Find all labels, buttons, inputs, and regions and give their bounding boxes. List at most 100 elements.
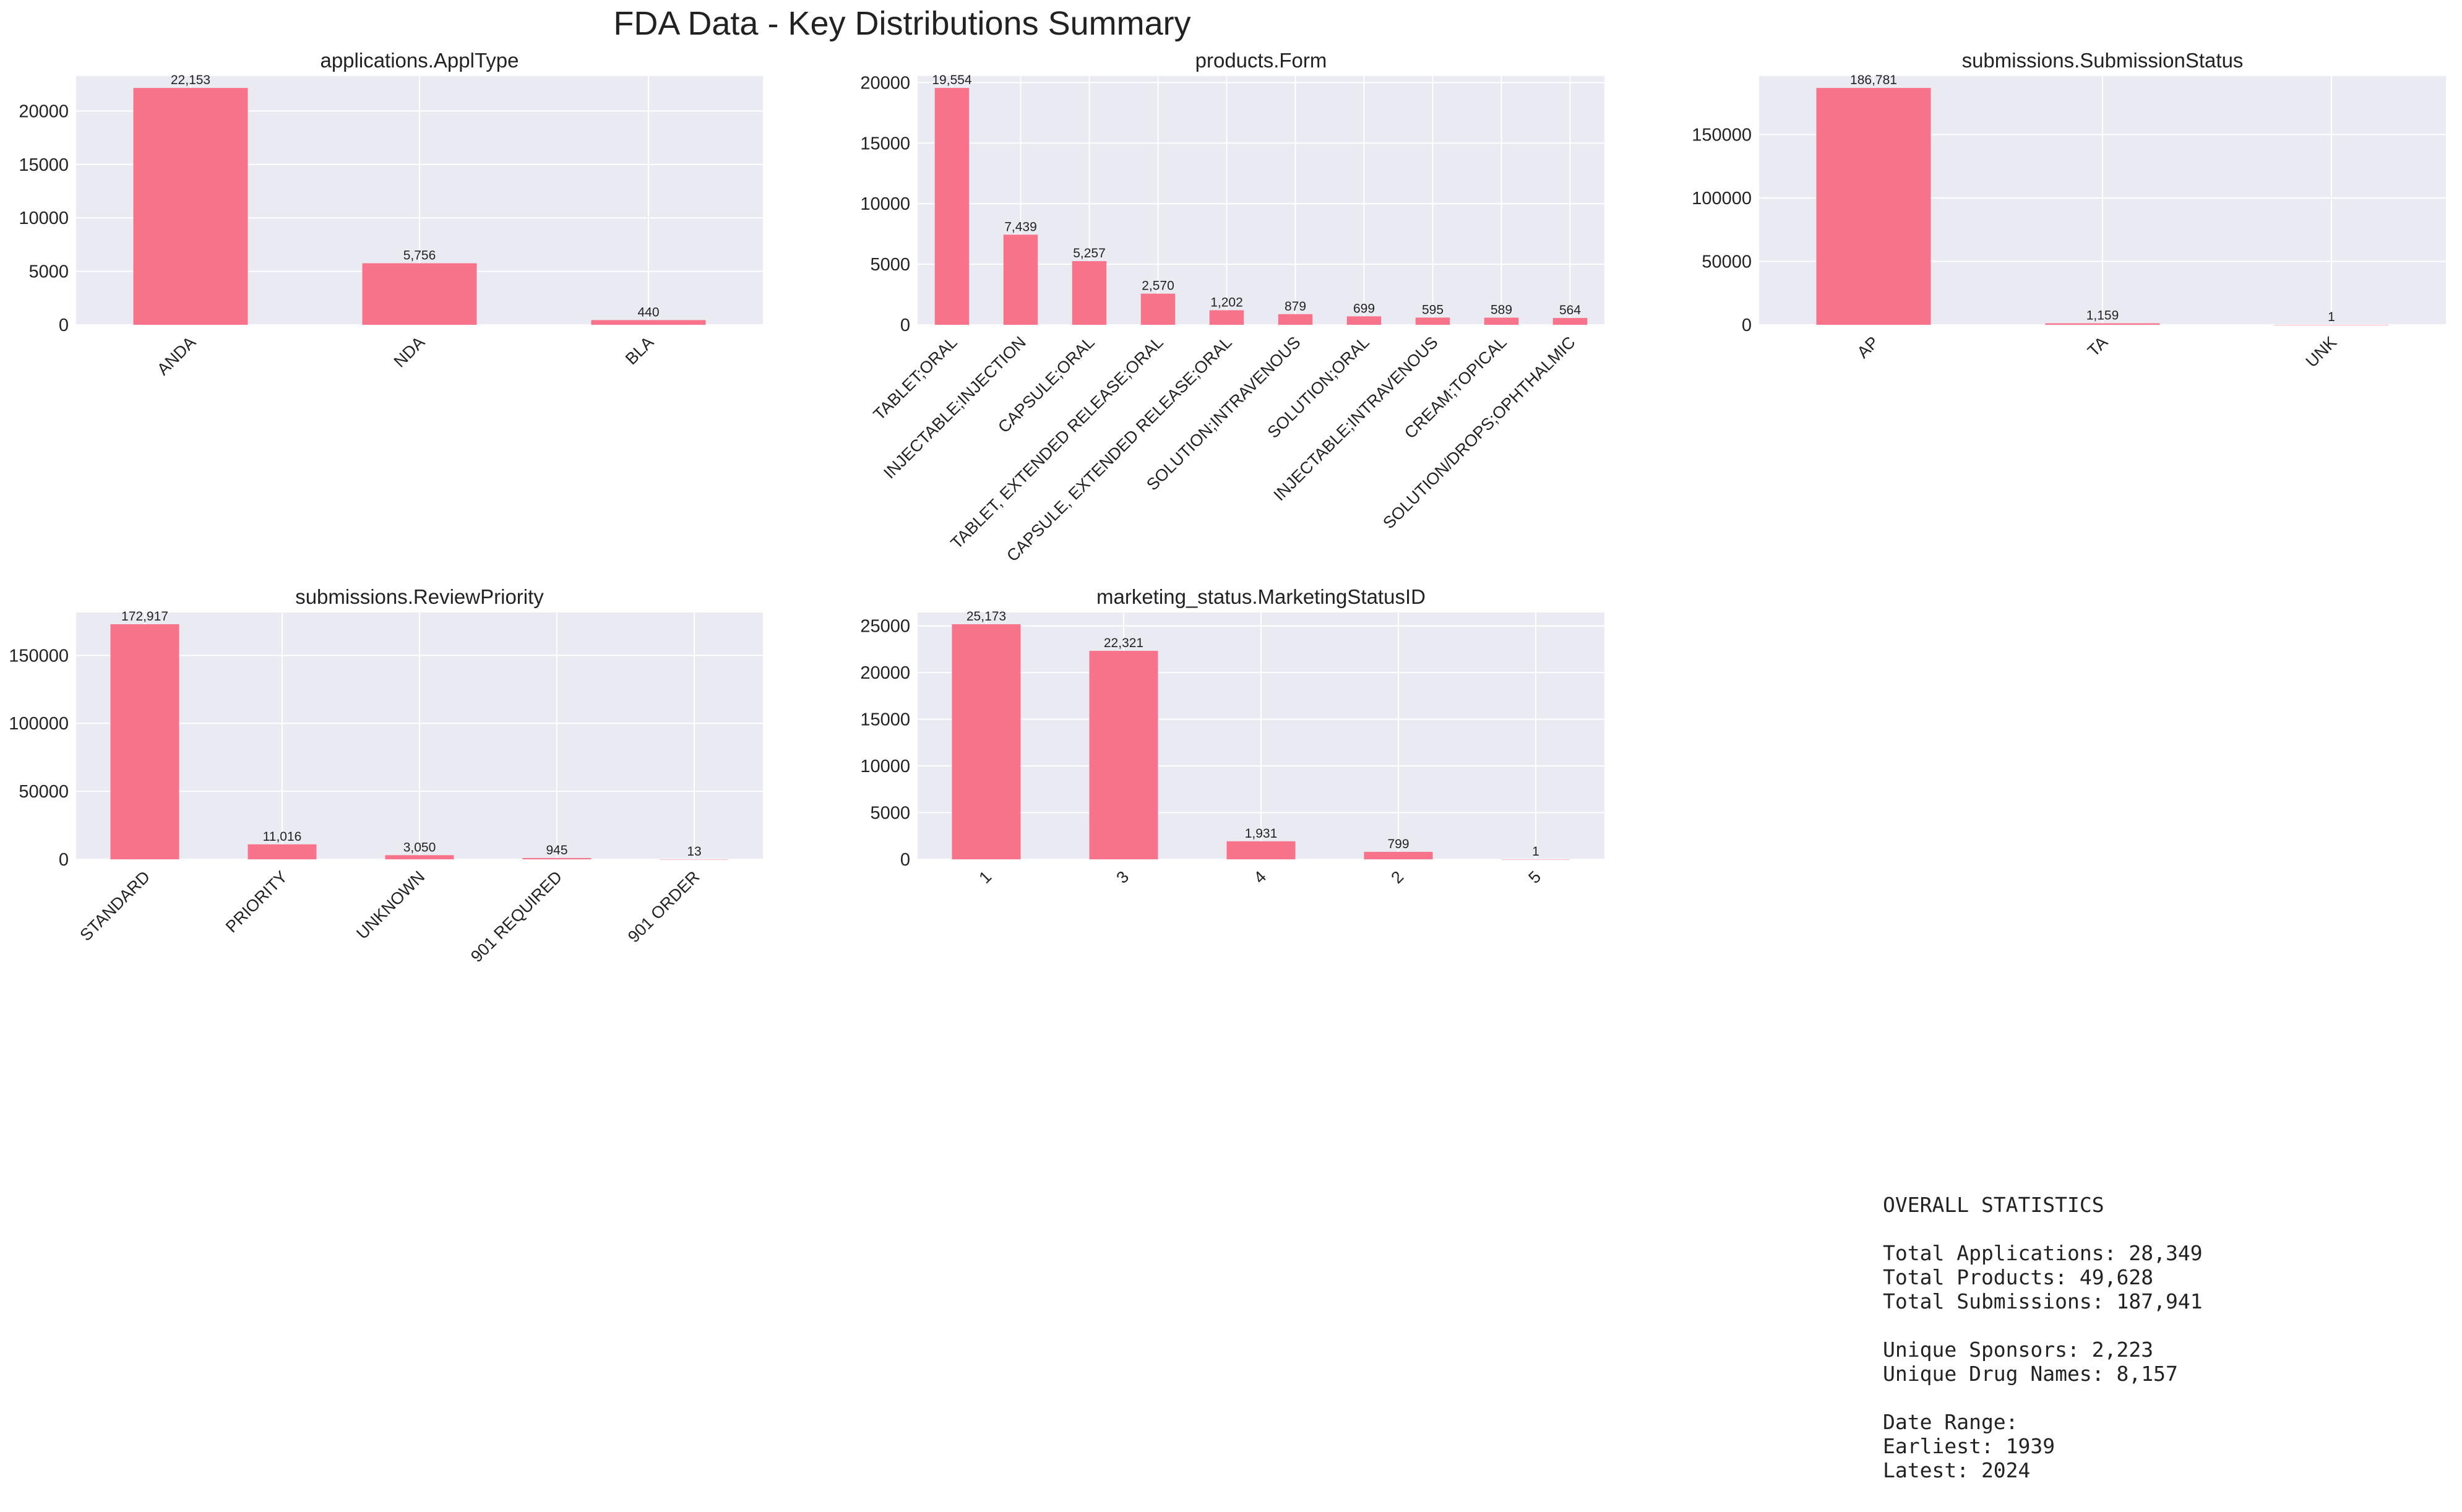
bar-capsule-oral [1072,261,1107,325]
value-label: 7,439 [1004,220,1037,234]
value-label: 11,016 [263,830,302,844]
bar-cream-topical [1484,317,1519,325]
value-label: 1,202 [1210,295,1243,309]
bar-standard [110,624,179,859]
subplot-title: products.Form [1195,49,1327,72]
y-tick-label: 15000 [860,710,910,730]
value-label: 3,050 [403,840,436,854]
category-label: UNK [2302,333,2341,371]
subplot-title: submissions.ReviewPriority [295,585,544,608]
bar-901-order [660,859,729,860]
bar-injectable-injection [1003,234,1038,325]
y-tick-label: 0 [900,850,910,870]
category-label: INJECTABLE;INJECTION [880,333,1030,483]
chart-appltype: 22,153 ANDA 5,756 NDA 440 BLA 0 5000 10000 15000 2… [19,49,763,379]
y-tick-label: 0 [900,316,910,335]
category-label: BLA [622,333,657,368]
value-label: 1 [1532,844,1539,859]
value-label: 1 [2328,310,2335,324]
chart-submission-status: 186,781 AP 1,159 TA 1 UNK 0 50000 100000 150000 su… [1692,49,2446,371]
value-label: 22,153 [171,73,210,87]
value-label: 13 [687,844,701,859]
figure-title: FDA Data - Key Distributions Summary [613,5,1190,42]
chart-products-form: 19,554TABLET;ORAL7,439INJECTABLE;INJECTI… [860,49,1604,565]
y-tick-label: 20000 [19,101,69,121]
category-label: ANDA [153,333,199,379]
bar-bla [591,320,706,325]
y-tick-label: 150000 [1692,126,1752,145]
stat-date-range: Date Range: [1883,1410,2018,1434]
value-label: 945 [546,843,567,857]
value-label: 699 [1353,301,1375,316]
y-tick-label: 150000 [9,646,69,666]
value-label: 1,159 [2086,309,2119,323]
value-label: 5,756 [403,249,436,263]
value-label: 186,781 [1850,73,1897,87]
category-label: PRIORITY [222,867,291,936]
y-tick-label: 20000 [860,73,910,93]
chart-marketing-status: 25,173 1 22,321 3 1,931 4 799 2 1 5 0 5000 10000 1500… [860,585,1604,887]
y-tick-label: 100000 [1692,189,1752,208]
chart-review-priority: 172,917 STANDARD 11,016 PRIORITY 3,050 UNKNOW… [9,585,763,966]
stats-heading: OVERALL STATISTICS [1883,1193,2104,1217]
y-tick-label: 10000 [860,194,910,214]
stat-total-submissions: Total Submissions: 187,941 [1883,1289,2203,1313]
stat-latest: Latest: 2024 [1883,1458,2031,1482]
bar-priority [247,844,317,859]
value-label: 172,917 [121,609,168,624]
bar-2 [1364,851,1433,859]
bar-anda [133,88,248,325]
category-label: 1 [975,867,995,887]
value-label: 2,570 [1142,279,1174,293]
bar-ap [1816,88,1931,325]
stat-earliest: Earliest: 1939 [1883,1434,2055,1458]
category-label: STANDARD [76,867,153,945]
stat-unique-sponsors: Unique Sponsors: 2,223 [1883,1338,2154,1362]
bar-capsule-extended-release-oral [1209,310,1244,325]
bar-solution-drops-ophthalmic [1552,317,1588,325]
value-label: 25,173 [966,609,1006,624]
category-label: TA [2084,333,2111,360]
bar-ta [2045,323,2160,325]
bar-injectable-intravenous [1415,317,1450,325]
category-label: AP [1854,333,1883,362]
y-tick-label: 0 [1742,316,1752,335]
category-label: 901 ORDER [624,867,703,946]
y-tick-label: 5000 [870,804,910,823]
bar-5 [1501,859,1570,860]
y-tick-label: 5000 [870,255,910,275]
y-tick-label: 15000 [860,134,910,153]
y-tick-label: 50000 [19,782,69,802]
stat-unique-drug-names: Unique Drug Names: 8,157 [1883,1362,2178,1386]
value-label: 564 [1559,303,1581,317]
category-label: NDA [390,333,429,371]
y-tick-label: 100000 [9,714,69,734]
subplot-title: submissions.SubmissionStatus [1962,49,2244,72]
value-label: 22,321 [1104,636,1143,650]
bar-3 [1089,651,1158,859]
value-label: 1,931 [1245,827,1278,841]
value-label: 440 [637,305,659,319]
category-label: 4 [1250,867,1270,887]
y-tick-label: 0 [59,316,69,335]
category-label: 5 [1525,867,1544,887]
y-tick-label: 10000 [860,757,910,776]
subplot-title: marketing_status.MarketingStatusID [1096,585,1426,608]
value-label: 879 [1285,299,1306,314]
category-label: 901 REQUIRED [467,867,566,966]
y-tick-label: 20000 [860,663,910,683]
value-label: 799 [1387,837,1409,851]
y-tick-label: 5000 [28,262,69,282]
category-label: 3 [1113,867,1132,887]
bar-4 [1226,841,1296,859]
category-label: UNKNOWN [353,867,428,943]
bar-solution-intravenous [1278,314,1313,325]
stat-total-applications: Total Applications: 28,349 [1883,1241,2203,1265]
value-label: 595 [1422,303,1444,317]
bar-solution-oral [1346,316,1382,325]
bar-nda [362,263,477,325]
value-label: 589 [1491,303,1512,317]
bar-unknown [385,855,454,859]
value-label: 5,257 [1073,246,1106,260]
